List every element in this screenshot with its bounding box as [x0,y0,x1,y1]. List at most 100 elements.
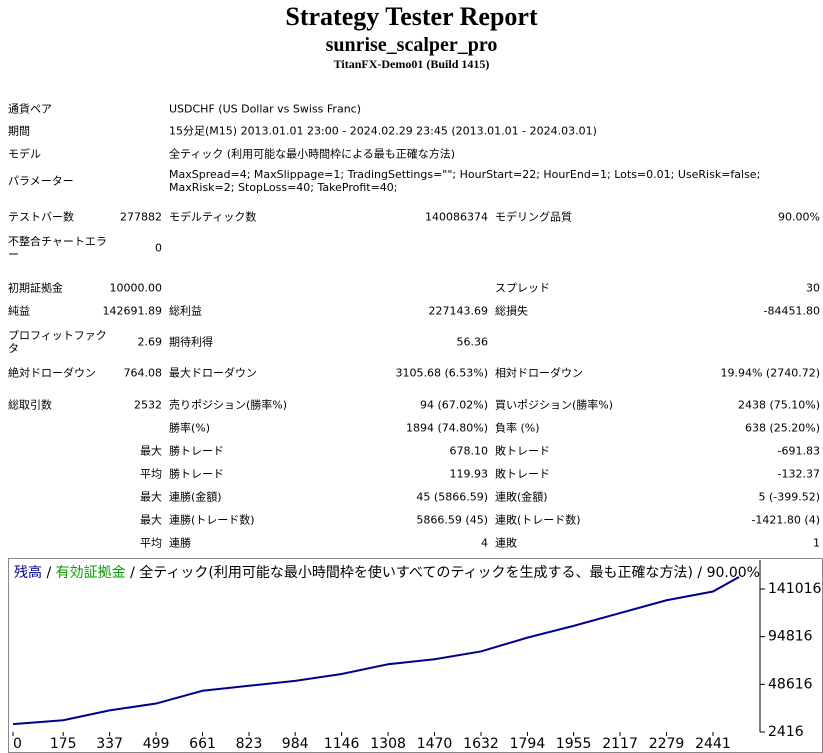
title: Strategy Tester Report [285,2,538,31]
table-row: パラメーター MaxSpread=4; MaxSlippage=1; Tradin… [0,167,823,195]
cell-label3: 連敗 [495,536,517,550]
cell-value: 0 [155,241,162,255]
cell-value: 277882 [120,210,162,224]
cell-value: 平均 [140,467,162,481]
legend-note: / 全ティック(利用可能な最小時間枠を使いすべてのティックを生成する、最も正確な… [130,564,760,581]
cell-value2: 3105.68 (6.53%) [395,366,488,380]
balance-line [12,576,740,726]
cell-value: 最大 [140,513,162,527]
cell-value2: 56.36 [456,335,489,349]
table-row: 平均 連勝 4 連敗 1 [0,535,823,551]
y-tick-label: 48616 [768,676,813,692]
cell-text: USDCHF (US Dollar vs Swiss Franc) [169,102,362,116]
y-tick-label: 94816 [768,629,813,645]
table-row: 初期証拠金 10000.00 スプレッド 30 [0,280,823,296]
table-row: プロフィットファクタ 2.69 期待利得 56.36 [0,325,823,359]
chart-frame [8,558,823,753]
legend-balance: 残高 [14,564,42,581]
legend: 残高 / 有効証拠金 / 全ティック(利用可能な最小時間枠を使いすべてのティック… [14,564,760,581]
cell-value3: -691.83 [777,444,820,458]
table-row: 通貨ペア USDCHF (US Dollar vs Swiss Franc) [0,101,823,117]
y-tick-label: 2416 [768,724,804,740]
cell-value3: 90.00% [778,210,820,224]
cell-label3: 相対ドローダウン [495,366,583,380]
cell-label3: 敗トレード [495,467,550,481]
cell-value3: 2438 (75.10%) [737,398,820,412]
cell-value2: 227143.69 [428,304,489,318]
cell-value3: 1 [813,536,820,550]
cell-text: 全ティック (利用可能な最小時間枠による最も正確な方法) [169,147,456,161]
cell-value: 764.08 [123,366,163,380]
table-row: テストバー数 277882 モデルティック数 140086374 モデリング品質 90.0… [0,209,823,225]
cell-value: 2.69 [137,335,163,349]
x-tick-label: 1146 [324,736,360,752]
cell-label3: 連敗(トレード数) [495,513,581,527]
table-row: 不整合チャートエラー 0 [0,231,823,265]
cell-value: 最大 [140,490,162,504]
cell-label3: 買いポジション(勝率%) [495,398,614,412]
x-tick-label: 337 [96,736,123,752]
cell-label2: 勝トレード [169,467,224,481]
cell-value: 最大 [140,444,162,458]
cell-label3: 総損失 [495,304,528,318]
cell-value3: 638 (25.20%) [744,421,820,435]
cell-label: 初期証拠金 [8,281,63,295]
table-row: 最大 勝トレード 678.10 敗トレード -691.83 [0,443,823,459]
expert: sunrise_scalper_pro [325,34,498,56]
cell-label: モデル [8,147,41,161]
cell-value: 10000.00 [109,281,163,295]
cell-label3: 敗トレード [495,444,550,458]
cell-label: テストバー数 [8,210,74,224]
cell-label2: 勝率(%) [169,421,211,435]
x-tick-label: 661 [189,736,216,752]
y-tick-label: 141016 [768,581,822,597]
cell-label: 期間 [8,124,30,138]
x-tick-label: 1632 [463,736,499,752]
cell-label3: スプレッド [495,281,550,295]
table-row: 絶対ドローダウン 764.08 最大ドローダウン 3105.68 (6.53%) 相対ド… [0,365,823,381]
separator: / [42,565,56,581]
cell-value2: 5866.59 (45) [416,513,488,527]
x-tick-label: 1794 [510,736,546,752]
x-tick-label: 175 [50,736,77,752]
cell-label2: 売りポジション(勝率%) [169,398,288,412]
x-tick-label: 984 [282,736,309,752]
x-tick-label: 2279 [649,736,685,752]
cell-value3: 19.94% (2740.72) [720,366,820,380]
cell-label2: 期待利得 [169,335,213,349]
cell-value3: -84451.80 [763,304,820,318]
cell-label: プロフィットファクタ [8,329,107,355]
cell-label2: 最大ドローダウン [169,366,257,380]
cell-value2: 94 (67.02%) [419,398,488,412]
cell-label2: 連勝(トレード数) [169,513,255,527]
table-row: 総取引数 2532 売りポジション(勝率%) 94 (67.02%) 買いポジション(勝… [0,397,823,413]
cell-label2: 勝トレード [169,444,224,458]
x-tick-label: 823 [236,736,263,752]
cell-text: MaxSpread=4; MaxSlippage=1; TradingSetti… [169,168,761,194]
cell-value: 平均 [140,536,162,550]
chart: 残高 / 有効証拠金 / 全ティック(利用可能な最小時間枠を使いすべてのティック… [8,558,823,753]
cell-value2: 45 (5866.59) [416,490,488,504]
cell-value2: 678.10 [449,444,489,458]
x-tick-label: 1308 [370,736,406,752]
server: TitanFX-Demo01 (Build 1415) [333,57,490,71]
x-tick-label: 2117 [602,736,638,752]
cell-label: 不整合チャートエラー [8,235,107,261]
cell-label2: モデルティック数 [169,210,257,224]
table-row: モデル 全ティック (利用可能な最小時間枠による最も正確な方法) [0,146,823,162]
x-tick-label: 1470 [417,736,453,752]
cell-value2: 4 [481,536,488,550]
table-row: 勝率(%) 1894 (74.80%) 負率 (%) 638 (25.20%) [0,420,823,436]
cell-label3: 連敗(金額) [495,490,548,504]
table-row: 期間 15分足(M15) 2013.01.01 23:00 - 2024.02.2… [0,123,823,139]
cell-label2: 連勝(金額) [169,490,222,504]
cell-value2: 119.93 [449,467,489,481]
cell-label: 総取引数 [8,398,52,412]
x-tick-label: 2441 [695,736,731,752]
cell-label2: 連勝 [169,536,191,550]
legend-equity: 有効証拠金 [56,565,126,581]
table-row: 平均 勝トレード 119.93 敗トレード -132.37 [0,466,823,482]
cell-value3: -1421.80 (4) [751,513,820,527]
cell-value2: 1894 (74.80%) [405,421,488,435]
x-tick-label: 1955 [556,736,592,752]
